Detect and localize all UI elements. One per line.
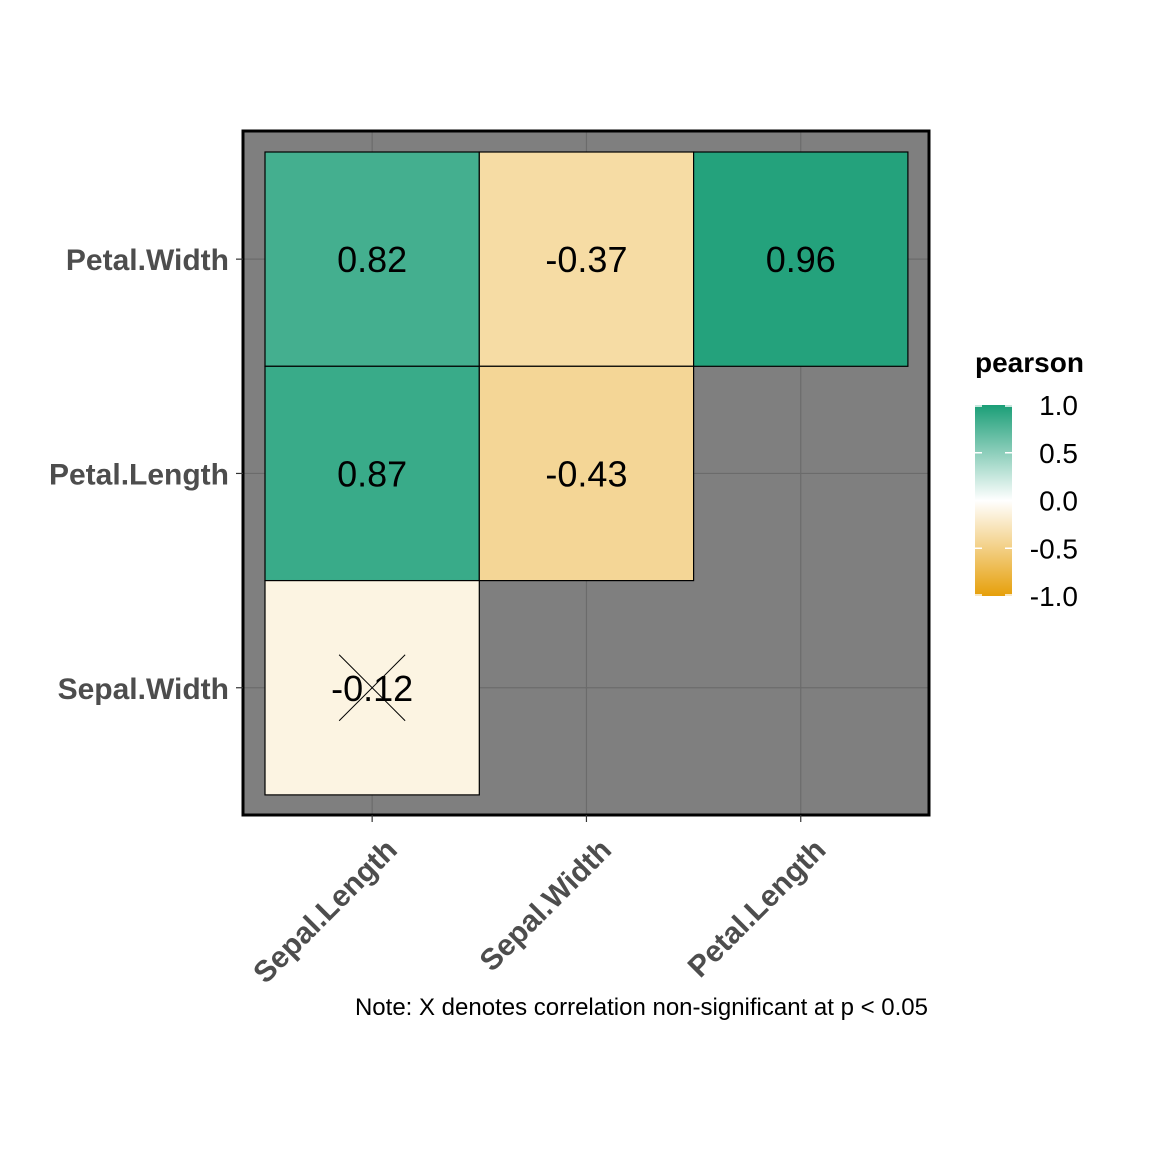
heatmap-cell: -0.12 bbox=[264, 579, 480, 796]
heatmap-cell-rect bbox=[478, 365, 695, 582]
legend-tick-label: 1.0 bbox=[1039, 390, 1078, 421]
heatmap-cells: 0.82 -0.37 0.96 0.87 -0.43 -0.12 bbox=[264, 151, 909, 796]
cell-value-label: -0.43 bbox=[545, 453, 627, 494]
heatmap-cell-rect bbox=[692, 151, 909, 367]
heatmap-cell-rect bbox=[264, 365, 480, 582]
legend-tick-label: 0.5 bbox=[1039, 438, 1078, 469]
cell-value-label: 0.96 bbox=[766, 239, 836, 280]
legend-tick-label: -1.0 bbox=[1030, 581, 1078, 612]
heatmap-cell: 0.96 bbox=[692, 151, 909, 367]
x-axis-tick-label: Sepal.Length bbox=[247, 833, 404, 990]
y-axis-tick-label: Petal.Width bbox=[66, 244, 229, 277]
legend-title: pearson bbox=[975, 347, 1084, 378]
cell-value-label: 0.87 bbox=[337, 453, 407, 494]
heatmap-cell: -0.37 bbox=[478, 151, 695, 367]
x-axis-tick-label: Petal.Length bbox=[682, 833, 833, 984]
nonsignificant-cross-line bbox=[338, 654, 406, 722]
legend-tick-label: -0.5 bbox=[1030, 533, 1078, 564]
y-axis: Sepal.Width Petal.Length Petal.Width bbox=[49, 244, 243, 706]
cell-value-label: -0.37 bbox=[545, 239, 627, 280]
legend-tick-label: 0.0 bbox=[1039, 486, 1078, 517]
y-axis-tick-label: Sepal.Width bbox=[58, 673, 229, 706]
y-axis-tick-label: Petal.Length bbox=[49, 458, 229, 491]
heatmap-cell: 0.82 bbox=[264, 151, 480, 367]
x-axis: Sepal.Length Sepal.Width Petal.Length bbox=[247, 815, 832, 990]
heatmap-cell: 0.87 bbox=[264, 365, 480, 582]
cell-value-label: 0.82 bbox=[337, 239, 407, 280]
heatmap-cell: -0.43 bbox=[478, 365, 695, 582]
legend-ticks: 1.0 0.5 0.0 -0.5 -1.0 bbox=[975, 390, 1078, 612]
legend: pearson 1.0 0.5 0.0 -0.5 -1.0 bbox=[975, 347, 1084, 612]
x-axis-tick-label: Sepal.Width bbox=[474, 833, 619, 978]
caption-note: Note: X denotes correlation non-signific… bbox=[355, 994, 928, 1021]
heatmap-cell-rect bbox=[478, 151, 695, 367]
